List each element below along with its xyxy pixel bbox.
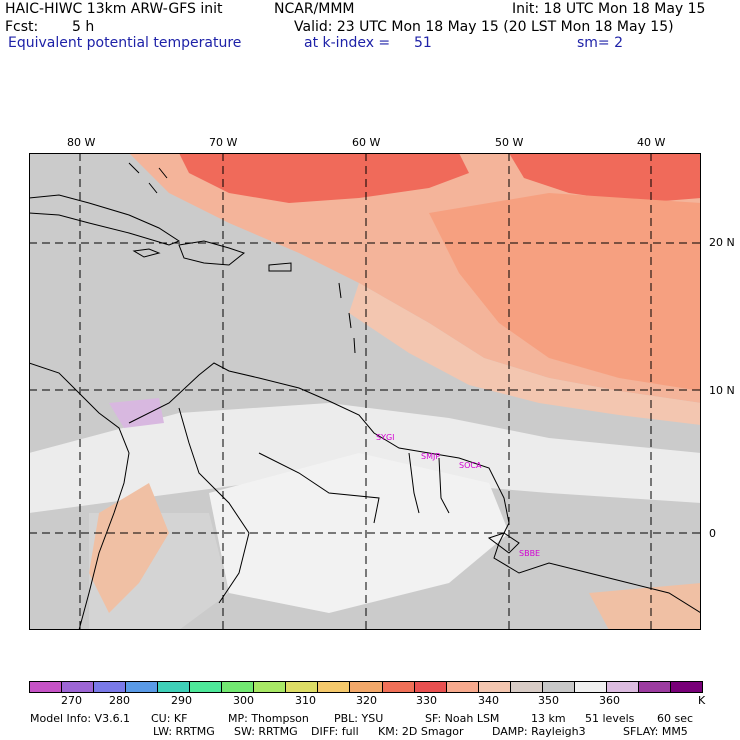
model-title: HAIC-HIWC 13km ARW-GFS init [5,1,223,17]
colorbar-segment-12 [414,682,447,692]
coast-puerto-rico [268,262,292,272]
footer-diff: DIFF: full [311,725,359,738]
footer-cu: CU: KF [151,712,188,725]
footer-km: KM: 2D Smagor [378,725,464,738]
footer-sw: SW: RRTMG [234,725,298,738]
station-soca: SOCA [459,461,482,470]
colorbar-segment-3 [126,682,159,692]
colorbar-segment-4 [158,682,191,692]
colorbar-segment-18 [606,682,639,692]
colorbar-segment-7 [254,682,287,692]
footer-timestep: 60 sec [657,712,694,725]
footer-resolution: 13 km [531,712,566,725]
coast-marajo [487,532,520,554]
hot-red-top-left [179,153,469,203]
fcst-label: Fcst: [5,19,39,35]
colorbar-segment-10 [350,682,383,692]
colorbar-segment-11 [382,682,415,692]
colorbar-segment-6 [222,682,255,692]
coast-central-america [29,362,130,630]
theta-e-map: SYGI SMJP SOCA SBBE [29,153,701,630]
light-salmon-band [349,283,701,425]
colorbar-tick-340: 340 [478,694,499,707]
border-guyana-suriname [408,452,450,514]
coast-cuba [29,194,181,246]
colorbar-segment-9 [318,682,351,692]
colorbar [29,681,703,693]
border-colombia-venezuela [178,407,250,604]
colorbar-tick-290: 290 [171,694,192,707]
footer-mp: MP: Thompson [228,712,309,725]
colorbar-segment-2 [94,682,127,692]
lon-label-70w: 70 W [209,136,238,149]
map-frame [29,153,701,630]
colorbar-unit: K [698,694,706,707]
field-name: Equivalent potential temperature [8,35,242,51]
fcst-value: 5 h [72,19,95,35]
station-sygi: SYGI [376,433,395,442]
footer-damp: DAMP: Rayleigh3 [492,725,586,738]
level-value: 51 [414,35,432,51]
footer-model-info: Model Info: V3.6.1 [30,712,131,725]
coast-venezuela [128,362,701,614]
colorbar-segment-1 [62,682,95,692]
colorbar-segment-20 [670,682,702,692]
colorbar-segment-0 [30,682,63,692]
colorbar-segment-16 [542,682,575,692]
lat-label-20n: 20 N [709,236,735,249]
station-sbbe: SBBE [519,549,540,558]
colorbar-segment-13 [446,682,479,692]
colorbar-segment-8 [286,682,319,692]
colorbar-tick-360: 360 [599,694,620,707]
colorbar-tick-350: 350 [538,694,559,707]
colorbar-segment-5 [190,682,223,692]
center-name: NCAR/MMM [274,1,355,17]
smoothing: sm= 2 [577,35,624,51]
colorbar-tick-300: 300 [233,694,254,707]
colorbar-tick-270: 270 [61,694,82,707]
colorbar-tick-330: 330 [416,694,437,707]
footer-levels: 51 levels [585,712,635,725]
footer-pbl: PBL: YSU [334,712,384,725]
coast-lesser-antilles [338,282,356,354]
colorbar-tick-320: 320 [356,694,377,707]
valid-time: Valid: 23 UTC Mon 18 May 15 (20 LST Mon … [294,19,674,35]
colorbar-segment-19 [638,682,671,692]
peach-south-east [589,583,701,630]
lat-label-10n: 10 N [709,384,735,397]
level-label: at k-index = [304,35,391,51]
lon-label-80w: 80 W [67,136,96,149]
peach-south-left [89,483,169,613]
colorbar-segment-14 [478,682,511,692]
footer-lw: LW: RRTMG [153,725,215,738]
coast-bahamas [128,162,168,194]
lavender-patch [109,398,164,428]
colorbar-tick-280: 280 [109,694,130,707]
lat-label-0: 0 [709,527,716,540]
coast-jamaica [132,248,161,258]
colorbar-segment-15 [510,682,543,692]
footer-sflay: SFLAY: MM5 [623,725,688,738]
footer-sf: SF: Noah LSM [425,712,500,725]
colorbar-tick-310: 310 [295,694,316,707]
station-smjp: SMJP [421,452,440,461]
colorbar-segment-17 [574,682,607,692]
init-time: Init: 18 UTC Mon 18 May 15 [512,1,706,17]
lon-label-40w: 40 W [637,136,666,149]
hot-red-top-right [509,153,701,203]
border-venezuela-brazil [258,452,380,524]
lon-label-50w: 50 W [495,136,524,149]
lon-label-60w: 60 W [352,136,381,149]
coast-hispaniola [178,240,246,266]
